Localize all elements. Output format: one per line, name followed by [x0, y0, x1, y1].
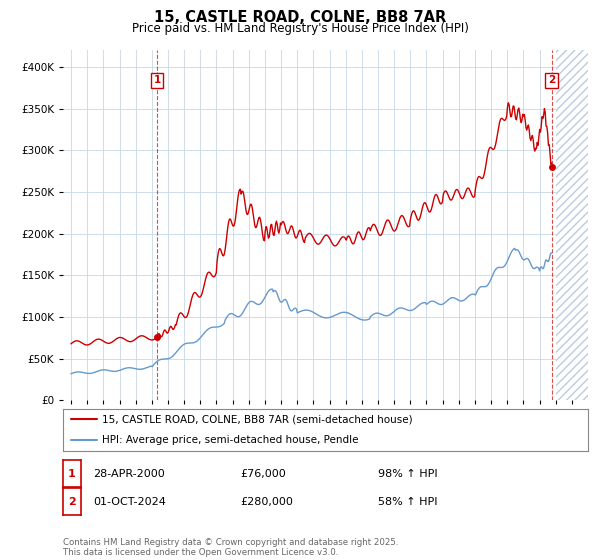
- Text: 15, CASTLE ROAD, COLNE, BB8 7AR: 15, CASTLE ROAD, COLNE, BB8 7AR: [154, 10, 446, 25]
- Text: Contains HM Land Registry data © Crown copyright and database right 2025.
This d: Contains HM Land Registry data © Crown c…: [63, 538, 398, 557]
- Text: 98% ↑ HPI: 98% ↑ HPI: [378, 469, 437, 479]
- Text: 58% ↑ HPI: 58% ↑ HPI: [378, 497, 437, 507]
- Bar: [556, 50, 588, 400]
- Text: £76,000: £76,000: [240, 469, 286, 479]
- Text: 1: 1: [68, 469, 76, 479]
- Text: 2: 2: [548, 76, 555, 85]
- Text: 2: 2: [68, 497, 76, 507]
- Text: 01-OCT-2024: 01-OCT-2024: [93, 497, 166, 507]
- Text: HPI: Average price, semi-detached house, Pendle: HPI: Average price, semi-detached house,…: [103, 435, 359, 445]
- Text: £280,000: £280,000: [240, 497, 293, 507]
- Text: 1: 1: [154, 76, 161, 85]
- Text: Price paid vs. HM Land Registry's House Price Index (HPI): Price paid vs. HM Land Registry's House …: [131, 22, 469, 35]
- Text: 28-APR-2000: 28-APR-2000: [93, 469, 165, 479]
- Text: 15, CASTLE ROAD, COLNE, BB8 7AR (semi-detached house): 15, CASTLE ROAD, COLNE, BB8 7AR (semi-de…: [103, 414, 413, 424]
